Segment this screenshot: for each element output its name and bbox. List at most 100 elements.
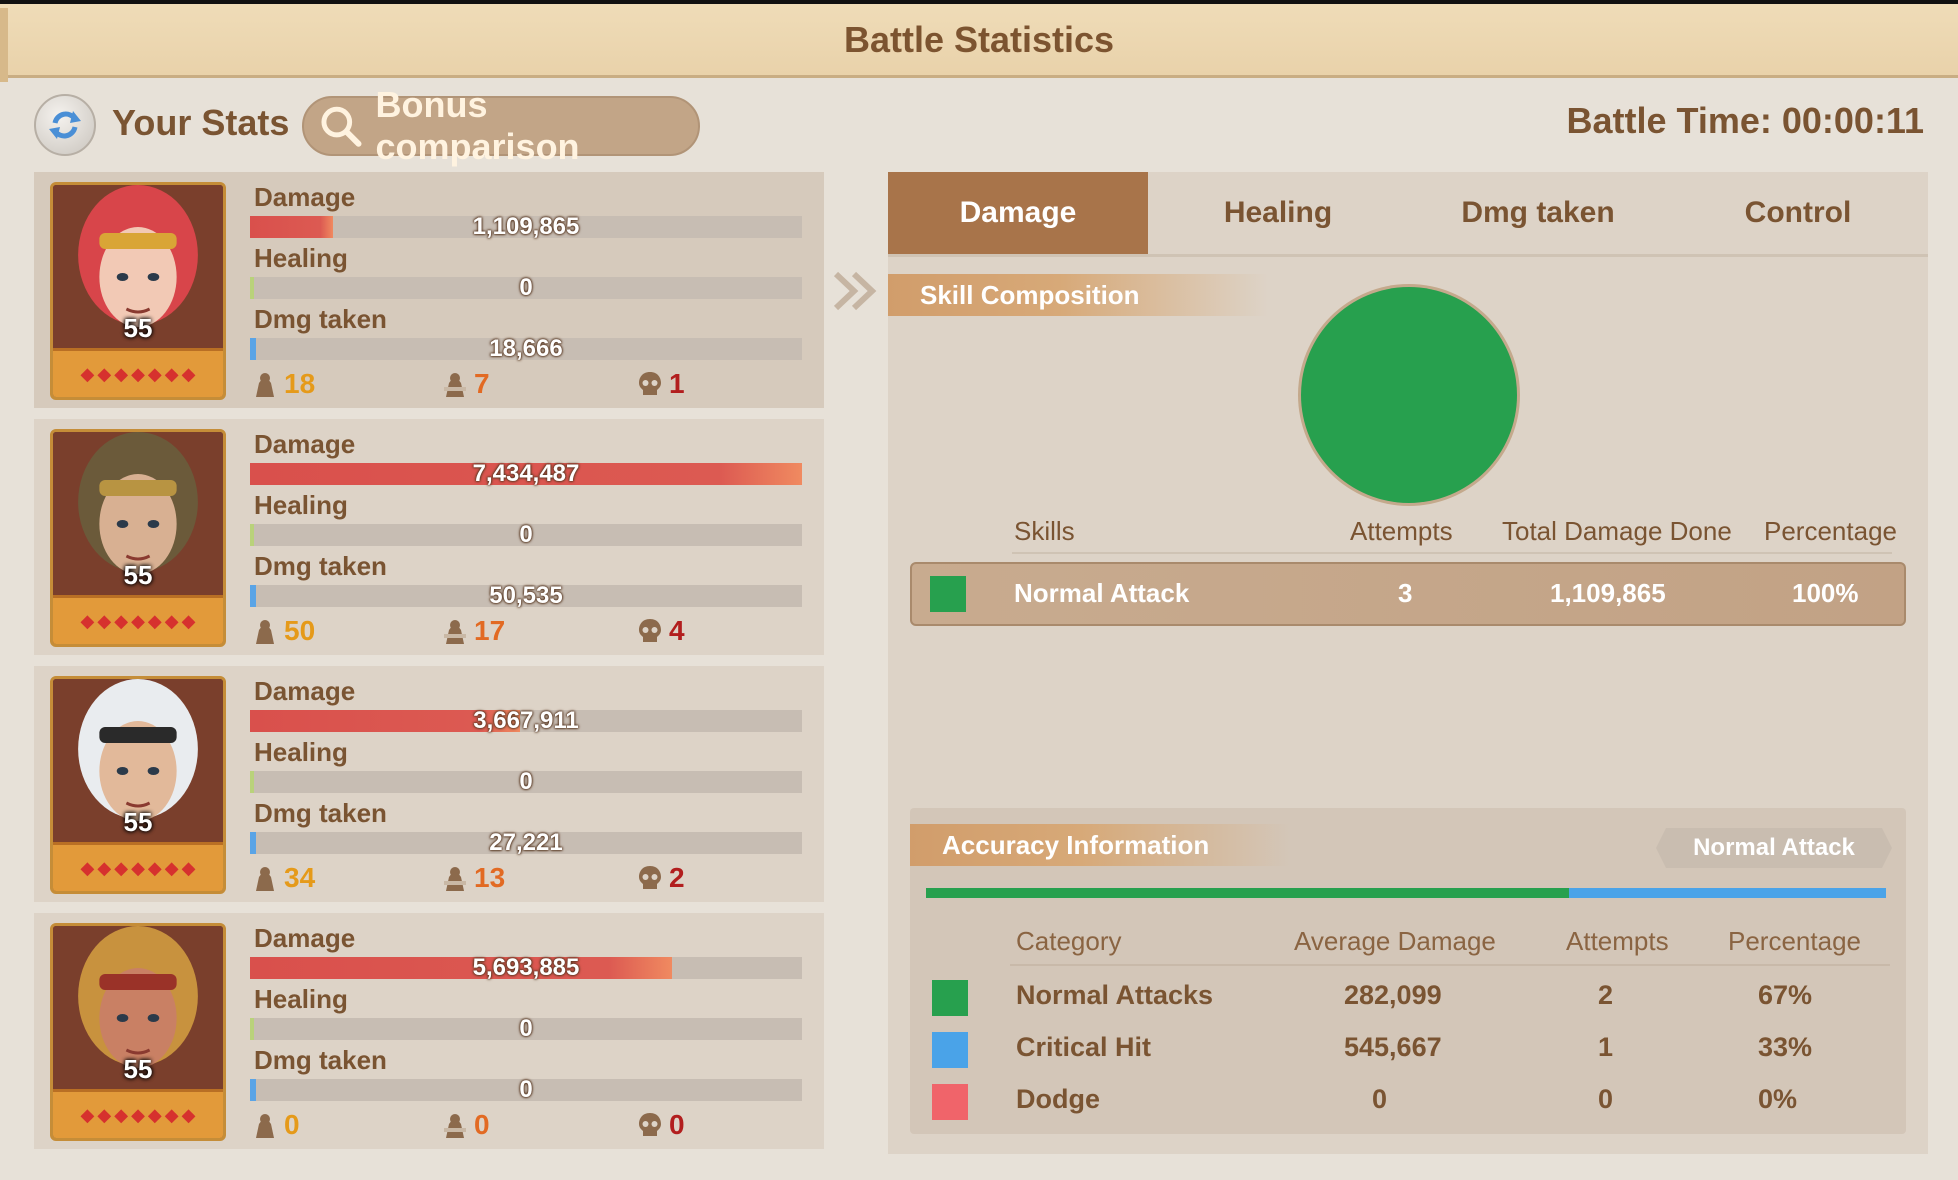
damage-value: 3,667,911 xyxy=(473,707,579,734)
star-icon: ◆ xyxy=(97,363,112,384)
healing-label: Healing xyxy=(254,737,348,767)
damage-value: 1,109,865 xyxy=(472,213,580,240)
severely-wounded-icon xyxy=(444,620,466,644)
dmg-taken-bar-fill xyxy=(250,1079,256,1101)
title-bar: Battle Statistics xyxy=(0,0,1958,82)
severely-wounded-icon xyxy=(444,373,466,397)
dmg-taken-bar-fill xyxy=(250,338,256,360)
star-icon: ◆ xyxy=(164,610,179,631)
kills-count: 34 xyxy=(250,862,315,894)
bonus-comparison-button[interactable]: Bonus comparison xyxy=(302,84,700,167)
accuracy-row: Critical Hit 545,667 1 33% xyxy=(910,1030,1906,1070)
dmg-taken-bar: 50,535 xyxy=(250,582,802,609)
unit-counts: 50 17 4 xyxy=(250,615,810,651)
star-icon: ◆ xyxy=(147,1104,162,1125)
hero-card[interactable]: 55 ◆ ◆ ◆ ◆ ◆ ◆ ◆ Damage 1,109,865 Healing 0 Dm… xyxy=(34,172,824,408)
severely-wounded-icon xyxy=(444,867,466,891)
star-icon: ◆ xyxy=(164,363,179,384)
severe-count: 7 xyxy=(440,368,490,400)
category-average: 545,667 xyxy=(1344,1032,1442,1062)
star-icon: ◆ xyxy=(181,610,196,631)
accuracy-bar-segment xyxy=(1569,888,1886,898)
skull-icon xyxy=(639,619,661,642)
hero-card[interactable]: 55 ◆ ◆ ◆ ◆ ◆ ◆ ◆ Damage 7,434,487 Healing 0 Dm… xyxy=(34,419,824,655)
dmg-taken-label: Dmg taken xyxy=(254,1045,387,1075)
star-icon: ◆ xyxy=(131,1104,145,1125)
accuracy-skill-tag[interactable]: Normal Attack xyxy=(1656,828,1892,868)
severe-value: 17 xyxy=(474,615,506,646)
tab-damage[interactable]: Damage xyxy=(888,172,1148,254)
dmg-taken-value: 27,221 xyxy=(489,829,563,856)
your-stats-label: Your Stats xyxy=(112,102,290,143)
star-icon: ◆ xyxy=(181,363,196,384)
tab-dmg-taken[interactable]: Dmg taken xyxy=(1461,196,1615,229)
star-icon: ◆ xyxy=(97,857,112,878)
category-name: Dodge xyxy=(1016,1084,1100,1114)
header-percentage: Percentage xyxy=(1764,516,1897,546)
hero-portrait[interactable]: 55 ◆ ◆ ◆ ◆ ◆ ◆ ◆ xyxy=(50,182,226,400)
category-color-swatch xyxy=(932,980,968,1016)
hero-portrait[interactable]: 55 ◆ ◆ ◆ ◆ ◆ ◆ ◆ xyxy=(50,676,226,894)
skull-icon xyxy=(639,1113,661,1136)
star-icon: ◆ xyxy=(181,857,196,878)
hero-level: 55 xyxy=(123,560,153,590)
category-average: 282,099 xyxy=(1344,980,1442,1010)
kills-value: 0 xyxy=(284,1109,300,1140)
healing-bar: 0 xyxy=(250,521,802,548)
magnifier-icon xyxy=(321,106,362,147)
kills-count: 50 xyxy=(250,615,315,647)
skill-row[interactable]: Normal Attack 3 1,109,865 100% xyxy=(910,562,1906,626)
star-icon: ◆ xyxy=(80,857,95,878)
damage-label: Damage xyxy=(254,676,356,706)
skill-color-swatch xyxy=(930,576,966,612)
dead-value: 2 xyxy=(669,862,685,893)
accuracy-row: Dodge 0 0 0% xyxy=(910,1082,1906,1122)
skill-percentage: 100% xyxy=(1792,578,1859,608)
slightly-wounded-icon xyxy=(256,1114,274,1138)
hero-stars: ◆ ◆ ◆ ◆ ◆ ◆ ◆ xyxy=(53,348,223,397)
category-attempts: 2 xyxy=(1598,980,1614,1010)
severe-count: 17 xyxy=(440,615,505,647)
tab-bar: Damage Healing Dmg taken Control xyxy=(888,172,1928,257)
damage-label: Damage xyxy=(254,429,356,459)
hero-card[interactable]: 55 ◆ ◆ ◆ ◆ ◆ ◆ ◆ Damage 5,693,885 Healing 0 Dm… xyxy=(34,913,824,1149)
healing-value: 0 xyxy=(519,1015,533,1042)
severe-count: 13 xyxy=(440,862,505,894)
dmg-taken-label: Dmg taken xyxy=(254,798,387,828)
category-percentage: 0% xyxy=(1758,1084,1798,1114)
hero-card[interactable]: 55 ◆ ◆ ◆ ◆ ◆ ◆ ◆ Damage 3,667,911 Healing 0 Dm… xyxy=(34,666,824,902)
star-icon: ◆ xyxy=(80,1104,95,1125)
category-percentage: 33% xyxy=(1758,1032,1813,1062)
kills-value: 34 xyxy=(284,862,316,893)
tab-control[interactable]: Control xyxy=(1744,196,1852,229)
slightly-wounded-icon xyxy=(256,373,274,397)
severe-value: 0 xyxy=(474,1109,490,1140)
damage-bar-fill xyxy=(250,957,673,979)
tab-healing[interactable]: Healing xyxy=(1223,196,1333,229)
severe-value: 7 xyxy=(474,368,490,399)
star-icon: ◆ xyxy=(114,610,129,631)
hero-portrait[interactable]: 55 ◆ ◆ ◆ ◆ ◆ ◆ ◆ xyxy=(50,923,226,1141)
refresh-arrows-icon xyxy=(49,111,81,139)
star-icon: ◆ xyxy=(131,857,145,878)
header-average-damage: Average Damage xyxy=(1294,926,1496,956)
severe-count: 0 xyxy=(440,1109,490,1141)
header-attempts: Attempts xyxy=(1350,516,1453,546)
hero-portrait[interactable]: 55 ◆ ◆ ◆ ◆ ◆ ◆ ◆ xyxy=(50,429,226,647)
dmg-taken-value: 18,666 xyxy=(489,335,563,362)
healing-bar-fill xyxy=(250,524,254,546)
dmg-taken-bar-fill xyxy=(250,832,256,854)
dmg-taken-value: 50,535 xyxy=(489,582,563,609)
top-bar: Your Stats Bonus comparison Battle Time:… xyxy=(34,84,1924,167)
back-button[interactable] xyxy=(34,94,96,156)
accuracy-heading: Accuracy Information xyxy=(910,824,1290,866)
accuracy-box: Accuracy Information Normal Attack Categ… xyxy=(910,808,1906,1134)
hero-stars: ◆ ◆ ◆ ◆ ◆ ◆ ◆ xyxy=(53,842,223,891)
dmg-taken-bar: 27,221 xyxy=(250,829,802,856)
skill-composition-heading: Skill Composition xyxy=(888,274,1268,316)
category-attempts: 0 xyxy=(1598,1084,1614,1114)
category-name: Normal Attacks xyxy=(1016,980,1214,1010)
header-attempts: Attempts xyxy=(1566,926,1669,956)
double-chevron-icon xyxy=(833,271,877,311)
divider xyxy=(1012,552,1892,554)
